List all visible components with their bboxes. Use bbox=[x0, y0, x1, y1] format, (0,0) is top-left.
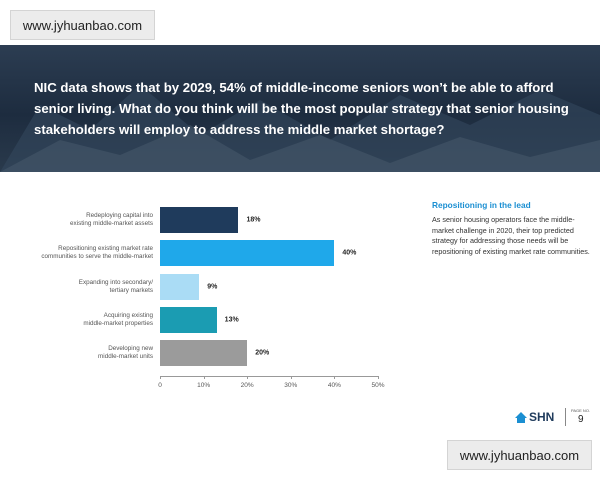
tick-mark bbox=[160, 376, 161, 379]
bar bbox=[160, 207, 239, 233]
value-label: 9% bbox=[207, 283, 218, 291]
bar bbox=[160, 306, 217, 333]
watermark: www.jyhuanbao.com bbox=[10, 10, 155, 40]
x-tick-label: 10% bbox=[197, 382, 211, 389]
bar bbox=[160, 273, 200, 300]
watermark: www.jyhuanbao.com bbox=[447, 440, 592, 470]
page-number: 9 bbox=[578, 414, 584, 425]
category-label: Repositioning existing market rate commu… bbox=[41, 245, 153, 261]
banner-image bbox=[0, 85, 600, 172]
tick-mark bbox=[290, 376, 292, 379]
x-tick-label: 0 bbox=[158, 382, 162, 389]
sidebar-heading: Repositioning in the lead bbox=[432, 200, 531, 210]
x-tick-label: 50% bbox=[371, 382, 385, 389]
value-label: 18% bbox=[246, 216, 261, 224]
tick-mark bbox=[203, 376, 205, 379]
category-label: Developing new middle-market units bbox=[98, 345, 153, 361]
category-label: Acquiring existing middle-market propert… bbox=[83, 311, 153, 327]
sidebar-body: As senior housing operators face the mid… bbox=[432, 215, 590, 256]
banner: NIC data shows that by 2029, 54% of midd… bbox=[0, 45, 600, 172]
page-label: PAGE NO. bbox=[571, 408, 591, 413]
value-label: 13% bbox=[224, 316, 239, 324]
x-tick-label: 30% bbox=[284, 382, 298, 389]
value-label: 40% bbox=[342, 249, 357, 257]
tick-mark bbox=[378, 376, 379, 379]
category-label: Expanding into secondary/ tertiary marke… bbox=[78, 278, 153, 294]
divider bbox=[565, 408, 566, 426]
x-tick-label: 40% bbox=[327, 382, 341, 389]
x-axis bbox=[160, 376, 378, 377]
bar bbox=[160, 340, 248, 367]
logo: SHN bbox=[529, 410, 555, 424]
category-label: Redeploying capital into existing middle… bbox=[70, 212, 153, 227]
bar bbox=[160, 240, 335, 267]
logo-icon bbox=[515, 412, 527, 423]
x-tick-label: 20% bbox=[240, 382, 254, 389]
question: NIC data shows that by 2029, 54% of midd… bbox=[34, 80, 569, 137]
tick-mark bbox=[247, 376, 249, 379]
value-label: 20% bbox=[255, 349, 270, 357]
tick-mark bbox=[334, 376, 336, 379]
